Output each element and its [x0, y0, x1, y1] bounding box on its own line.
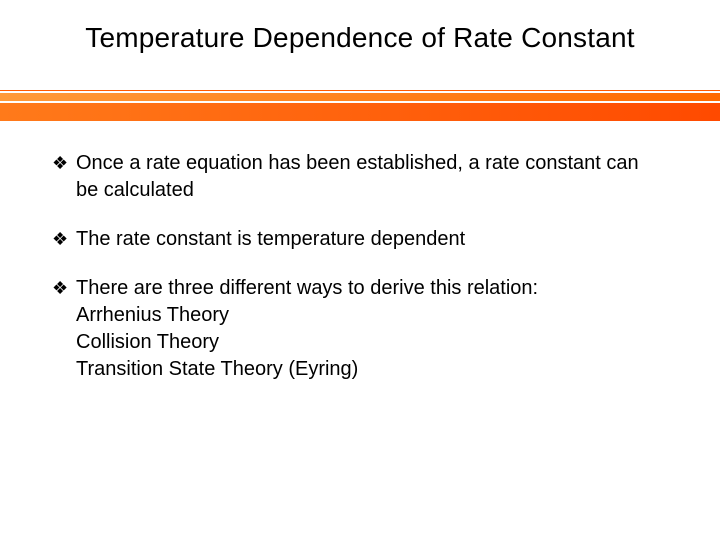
bullet-text: Once a rate equation has been establishe…: [76, 152, 639, 201]
divider-thick-bar: [0, 103, 720, 121]
bullet-item: ❖ There are three different ways to deri…: [52, 275, 660, 383]
content-area: ❖ Once a rate equation has been establis…: [52, 150, 660, 383]
slide-title: Temperature Dependence of Rate Constant: [0, 22, 720, 54]
bullet-item: ❖ The rate constant is temperature depen…: [52, 226, 660, 253]
bullet-text: The rate constant is temperature depende…: [76, 228, 465, 250]
bullet-text: There are three different ways to derive…: [76, 277, 538, 299]
slide: Temperature Dependence of Rate Constant …: [0, 0, 720, 540]
bullet-subline: Transition State Theory (Eyring): [76, 356, 660, 383]
divider-hairline: [0, 90, 720, 91]
diamond-bullet-icon: ❖: [52, 226, 68, 253]
diamond-bullet-icon: ❖: [52, 150, 68, 177]
diamond-bullet-icon: ❖: [52, 275, 68, 302]
bullet-subline: Collision Theory: [76, 329, 660, 356]
divider-mid-bar: [0, 93, 720, 101]
bullet-item: ❖ Once a rate equation has been establis…: [52, 150, 660, 204]
bullet-subline: Arrhenius Theory: [76, 302, 660, 329]
